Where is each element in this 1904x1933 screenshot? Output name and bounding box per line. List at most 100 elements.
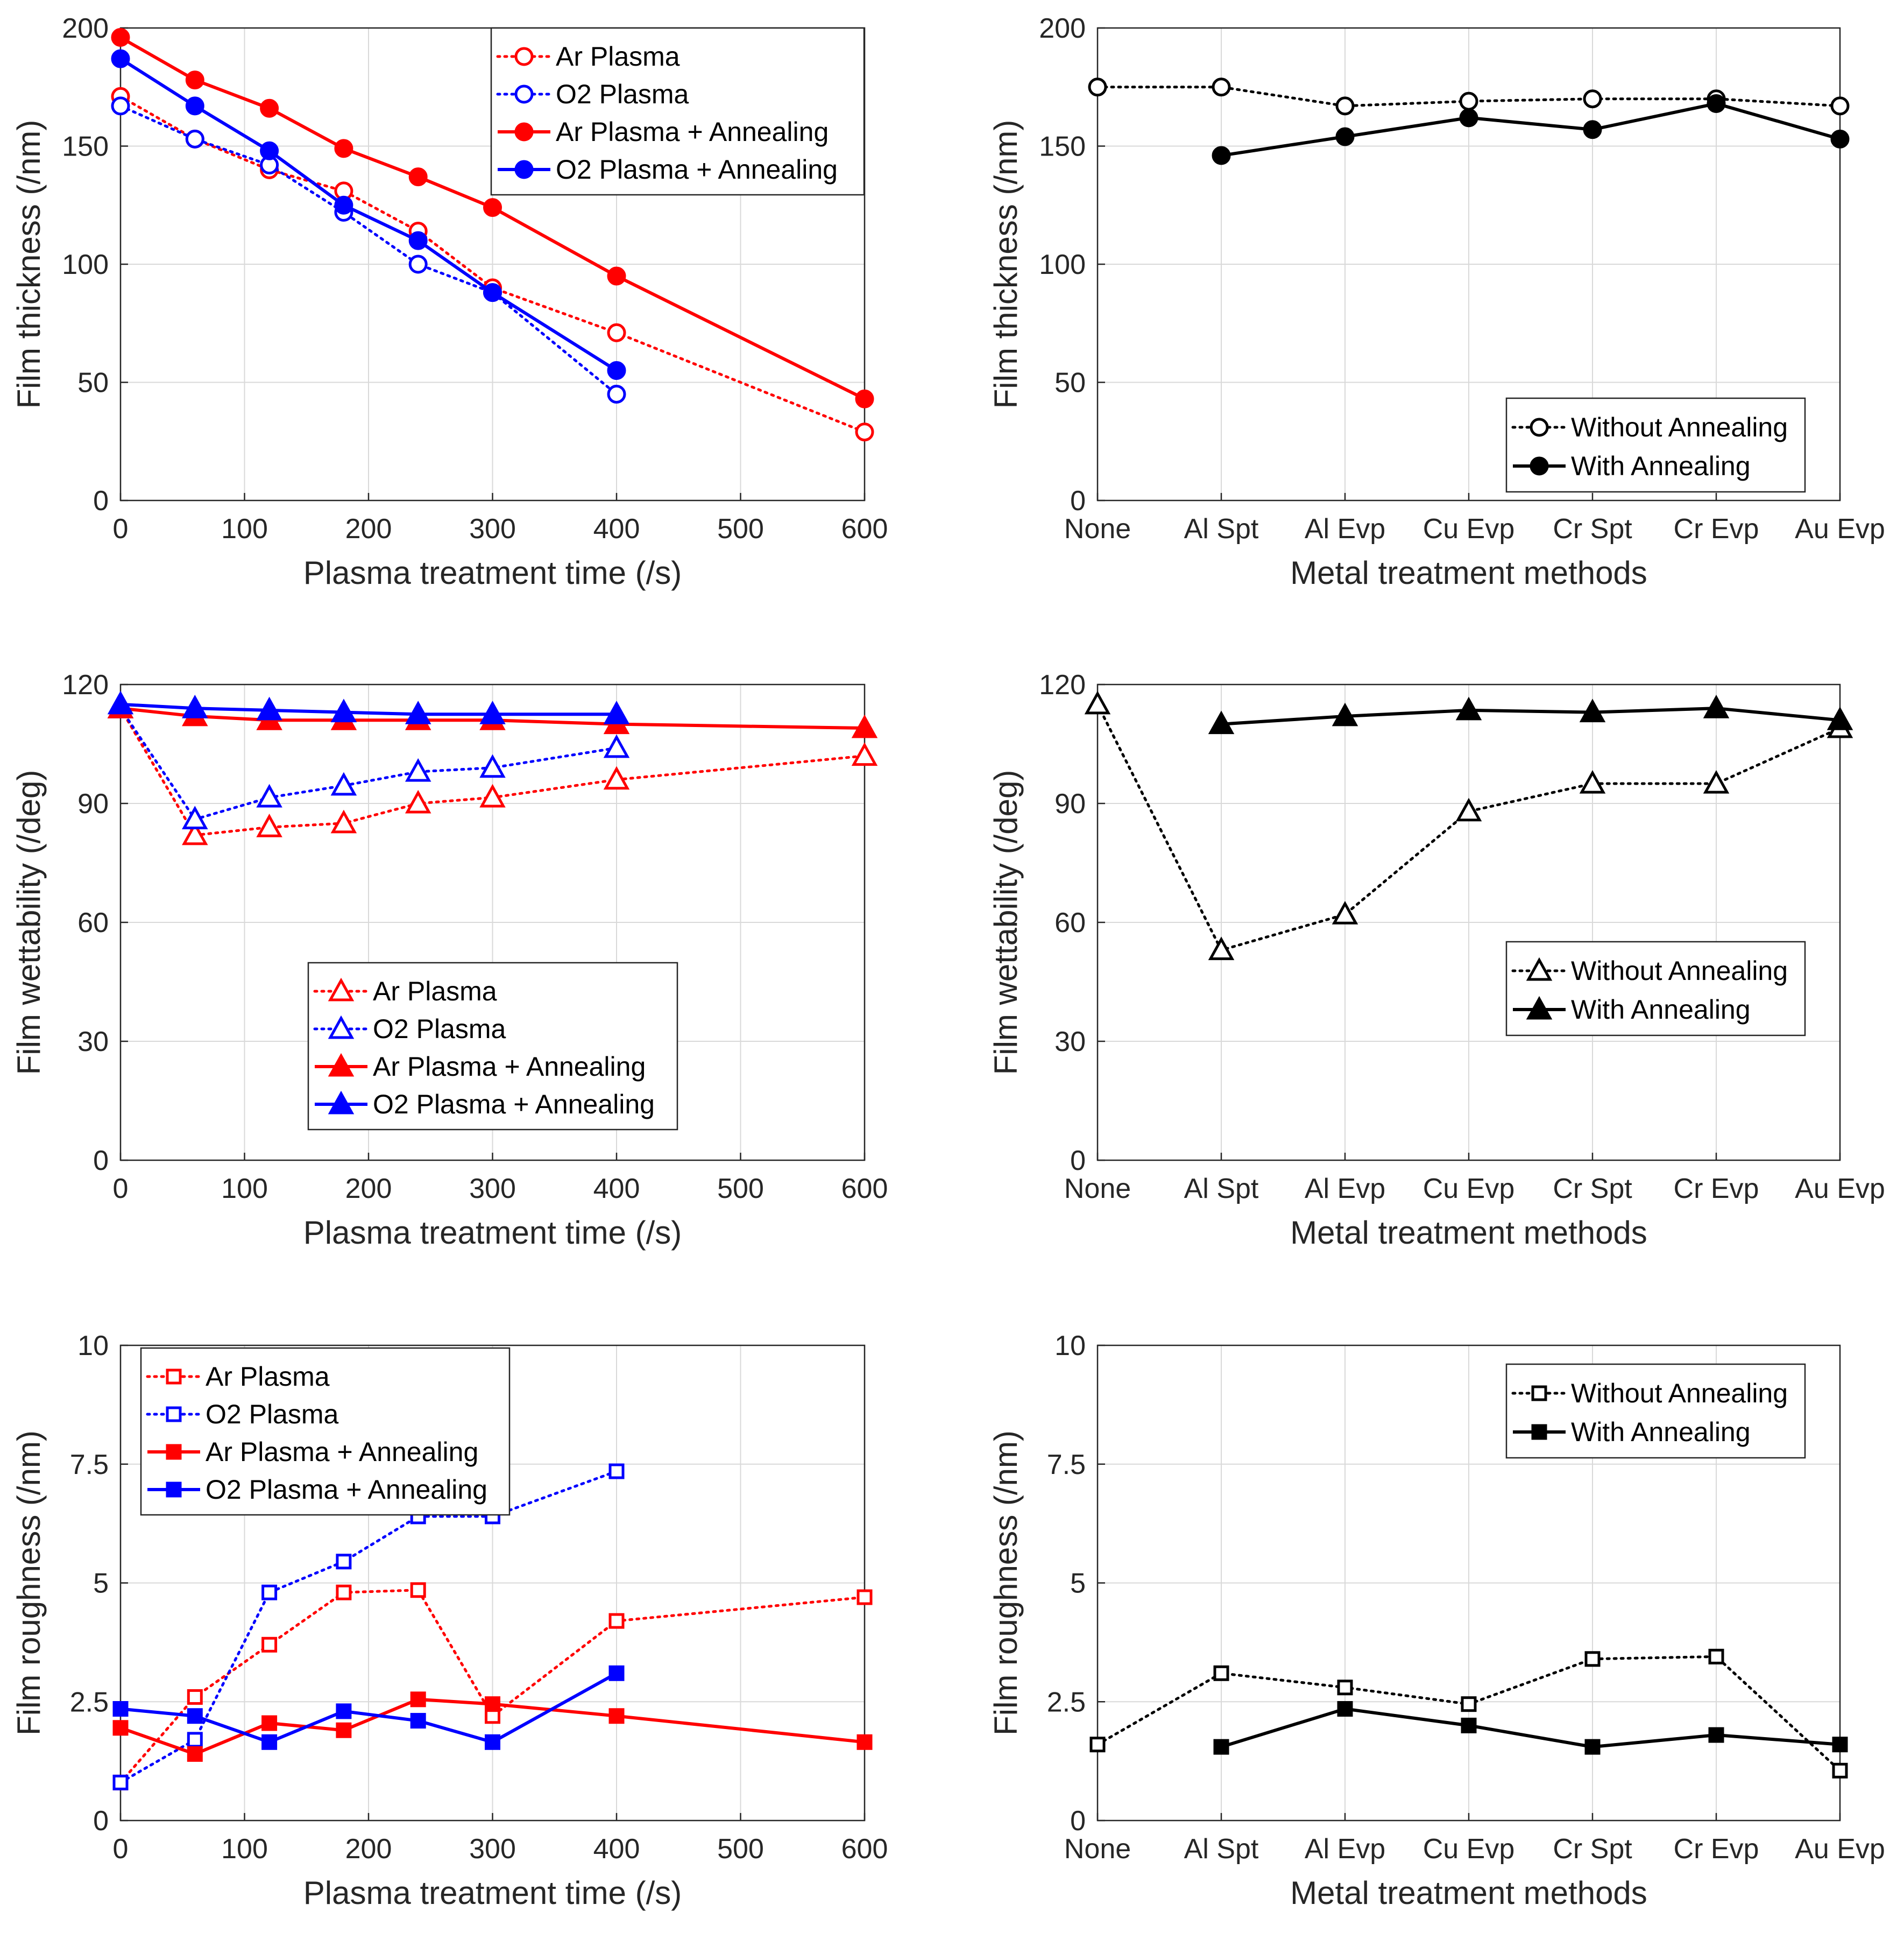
data-point bbox=[336, 1722, 352, 1738]
data-point bbox=[185, 129, 204, 149]
data-point bbox=[607, 323, 626, 342]
x-tick-label: 500 bbox=[717, 1173, 764, 1204]
x-tick-label: 600 bbox=[841, 1833, 888, 1865]
series-line bbox=[1221, 707, 1841, 726]
legend: Without Annealing With Annealing bbox=[1505, 1363, 1806, 1459]
data-point bbox=[410, 1582, 426, 1598]
x-tick-label: 300 bbox=[469, 1833, 516, 1865]
y-tick-label: 50 bbox=[77, 368, 109, 399]
data-point bbox=[479, 754, 506, 778]
x-tick-label: 600 bbox=[841, 1173, 888, 1204]
data-point bbox=[851, 714, 878, 738]
data-point bbox=[1461, 1717, 1477, 1733]
data-point bbox=[112, 1774, 129, 1790]
data-point bbox=[405, 701, 431, 724]
data-point bbox=[1703, 695, 1730, 718]
data-point bbox=[1459, 91, 1478, 111]
x-tick-label: None bbox=[1064, 1833, 1131, 1865]
data-point bbox=[603, 701, 630, 724]
y-axis-label: Film thickness (/nm) bbox=[11, 120, 47, 409]
data-point bbox=[1335, 96, 1355, 116]
legend: Without Annealing With Annealing bbox=[1505, 397, 1806, 493]
y-tick-label: 7.5 bbox=[70, 1449, 109, 1480]
legend-box bbox=[490, 27, 865, 196]
data-point bbox=[1830, 96, 1850, 116]
x-tick-label: 200 bbox=[345, 1833, 392, 1865]
x-tick-label: 600 bbox=[841, 513, 888, 545]
legend-marker bbox=[1526, 957, 1553, 981]
x-tick-label: Cr Evp bbox=[1674, 513, 1759, 545]
y-tick-label: 10 bbox=[77, 1330, 109, 1361]
legend-label: With Annealing bbox=[1571, 994, 1751, 1025]
x-tick-label: 0 bbox=[113, 513, 129, 545]
x-tick-label: 100 bbox=[221, 1173, 268, 1204]
data-point bbox=[1455, 696, 1482, 721]
legend-label: Without Annealing bbox=[1571, 412, 1788, 442]
data-point bbox=[1089, 1737, 1106, 1753]
legend: Without Annealing With Annealing bbox=[1505, 941, 1806, 1036]
series-ar-plasma-annealing bbox=[111, 28, 874, 408]
x-tick-label: Au Evp bbox=[1795, 1833, 1885, 1865]
legend-label: O2 Plasma bbox=[206, 1399, 339, 1429]
data-point bbox=[857, 1589, 873, 1605]
y-tick-label: 200 bbox=[62, 13, 109, 44]
y-tick-label: 30 bbox=[1054, 1026, 1086, 1057]
data-point bbox=[256, 696, 282, 721]
data-point bbox=[111, 49, 130, 68]
legend-box bbox=[1505, 1363, 1806, 1459]
legend-marker bbox=[514, 47, 534, 66]
data-point bbox=[851, 742, 878, 766]
y-tick-label: 60 bbox=[1054, 907, 1086, 939]
data-point bbox=[1708, 1727, 1724, 1743]
data-point bbox=[1703, 770, 1730, 794]
data-point bbox=[336, 1703, 352, 1719]
x-tick-label: Au Evp bbox=[1795, 513, 1885, 545]
data-point bbox=[330, 772, 357, 796]
data-point bbox=[334, 139, 353, 158]
x-axis-label: Plasma treatment time (/s) bbox=[303, 555, 682, 591]
data-point bbox=[607, 266, 626, 286]
legend-label: Ar Plasma + Annealing bbox=[373, 1052, 646, 1082]
series-line bbox=[1221, 102, 1841, 158]
legend-label: Without Annealing bbox=[1571, 956, 1788, 986]
wettability-vs-time-chart: 0 100 200 300 400 500 600 0 30 60 90 120 Plasma trea… bbox=[11, 669, 888, 1251]
data-point bbox=[330, 699, 357, 723]
data-point bbox=[608, 1463, 625, 1479]
x-tick-label: 200 bbox=[345, 513, 392, 545]
y-axis-label: Film thickness (/nm) bbox=[988, 120, 1024, 409]
x-tick-label: Cu Evp bbox=[1423, 1173, 1515, 1204]
data-point bbox=[334, 195, 353, 215]
thickness-vs-time-chart: 0 100 200 300 400 500 600 0 50 100 150 200 Plasma tr… bbox=[11, 13, 888, 591]
plot-frame bbox=[119, 1344, 866, 1822]
legend-marker bbox=[514, 84, 534, 104]
data-point bbox=[256, 784, 282, 808]
y-tick-label: 200 bbox=[1039, 13, 1086, 44]
series-line bbox=[120, 707, 865, 730]
y-tick-label: 50 bbox=[1054, 368, 1086, 399]
data-point bbox=[261, 1734, 278, 1750]
data-point bbox=[405, 789, 431, 814]
data-point bbox=[1579, 770, 1606, 794]
legend-label: Ar Plasma + Annealing bbox=[556, 117, 829, 147]
x-tick-label: Al Spt bbox=[1184, 1833, 1259, 1865]
data-point bbox=[1459, 108, 1478, 128]
data-point bbox=[1583, 120, 1602, 139]
x-axis-label: Metal treatment methods bbox=[1290, 1215, 1647, 1251]
legend-marker bbox=[166, 1444, 182, 1460]
data-point bbox=[330, 809, 357, 834]
data-point bbox=[256, 814, 282, 837]
x-tick-label: Al Spt bbox=[1184, 1173, 1259, 1204]
data-point bbox=[1579, 699, 1606, 723]
x-tick-label: None bbox=[1064, 1173, 1131, 1204]
data-point bbox=[1213, 1665, 1229, 1681]
plot-frame bbox=[1096, 1344, 1841, 1822]
legend-label: O2 Plasma bbox=[373, 1014, 506, 1044]
legend-label: Ar Plasma bbox=[206, 1361, 330, 1392]
data-point bbox=[408, 231, 428, 250]
legend-marker bbox=[328, 1015, 355, 1039]
data-point bbox=[1212, 146, 1231, 165]
y-tick-label: 90 bbox=[1054, 788, 1086, 820]
data-point bbox=[603, 734, 630, 758]
thickness-vs-metal-chart: None Al Spt Al Evp Cu Evp Cr Spt Cr Evp Au Evp… bbox=[988, 13, 1885, 591]
data-point bbox=[1455, 798, 1482, 822]
